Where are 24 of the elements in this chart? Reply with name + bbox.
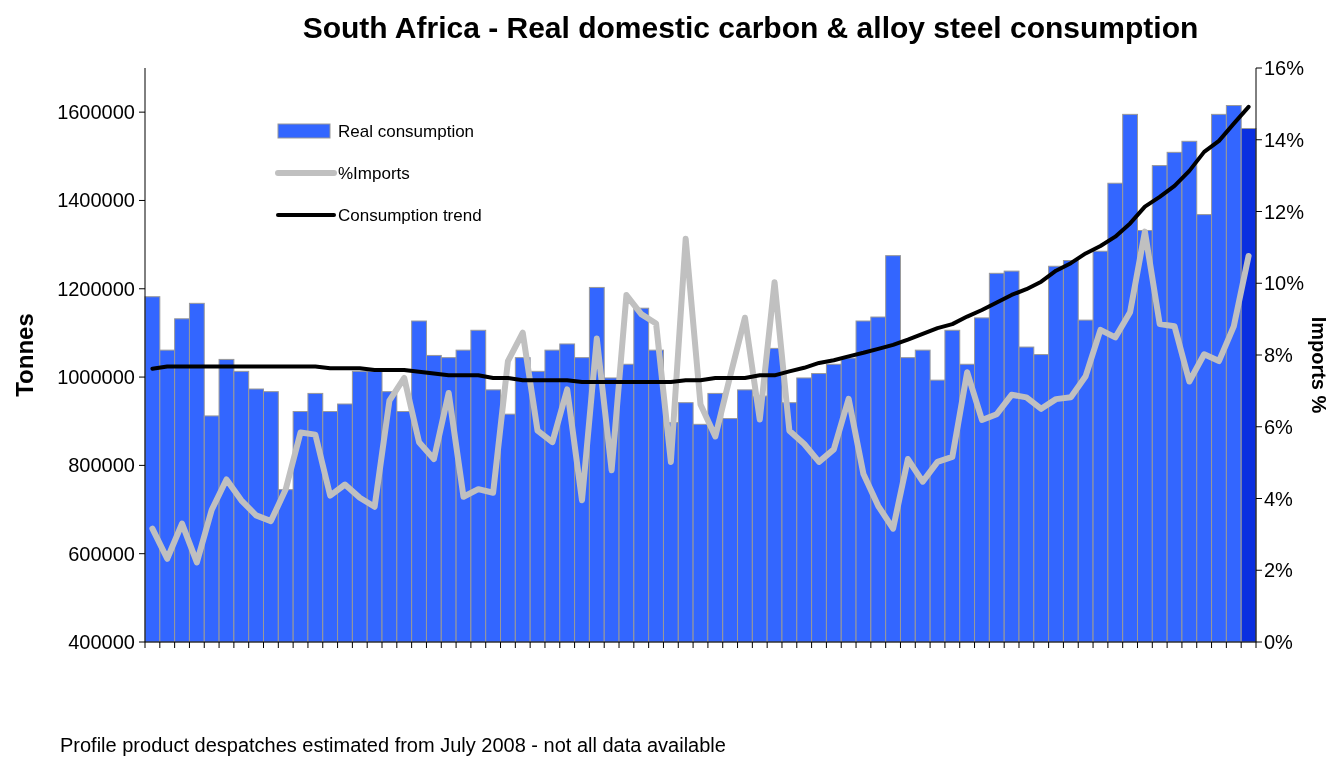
y2-tick-label: 12% xyxy=(1264,200,1305,223)
y2-tick-label: 8% xyxy=(1264,344,1294,366)
y2-tick-label: 6% xyxy=(1264,415,1294,438)
y2-tick-label: 2% xyxy=(1264,559,1294,582)
y2-tick-label: 10% xyxy=(1264,272,1305,295)
y2-tick-label: 14% xyxy=(1264,128,1305,151)
legend-label: Consumption trend xyxy=(338,205,482,225)
y-tick-label: 1000000 xyxy=(57,366,135,389)
y-tick-label: 1600000 xyxy=(57,101,135,124)
legend-label: Real consumption xyxy=(338,121,475,141)
y-tick-label: 1200000 xyxy=(57,277,135,300)
line-series xyxy=(150,104,1251,384)
chart-title: South Africa - Real domestic carbon & alloy steel consumption xyxy=(302,11,1199,44)
legend-label: %Imports xyxy=(338,163,410,183)
y2-tick-label: 0% xyxy=(1264,631,1294,653)
text: Profile product despatches estimated from July 2008 - not all data available xyxy=(60,734,726,756)
y-tick-label: 800000 xyxy=(68,454,135,477)
y2-axis-title: Imports % xyxy=(1308,316,1327,414)
y-tick-label: 400000 xyxy=(68,631,135,653)
y-tick-label: 600000 xyxy=(68,542,135,565)
y2-tick-label: 4% xyxy=(1264,487,1294,510)
y2-tick-label: 16% xyxy=(1264,57,1305,79)
y-axis-title: Tonnes xyxy=(11,313,38,397)
y-tick-label: 1400000 xyxy=(57,189,135,212)
